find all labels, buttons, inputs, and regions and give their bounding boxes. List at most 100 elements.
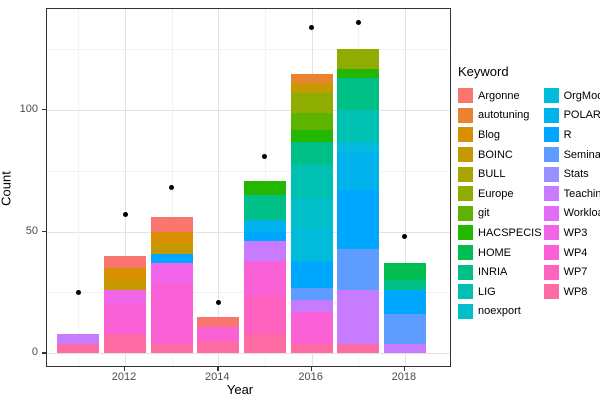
legend-label-Teaching: Teaching — [563, 187, 600, 200]
bar-segment-2015-POLARIS — [243, 219, 286, 232]
bar-segment-2018-HOME — [383, 263, 426, 281]
bar-segment-2013-WP8 — [150, 343, 193, 354]
gridline-minor-y-125 — [47, 49, 450, 51]
x-axis-title: Year — [226, 382, 254, 397]
bar-segment-2012-BOINC — [104, 280, 146, 291]
bar-2018 — [383, 263, 426, 354]
legend-item-autotuning: autotuning — [458, 106, 542, 126]
gridline-minor-x-2011 — [78, 9, 80, 366]
bar-2013 — [150, 217, 193, 354]
point-2011 — [75, 289, 81, 295]
legend-swatch-Teaching — [543, 186, 559, 202]
bar-segment-2017-POLARIS — [337, 151, 380, 191]
legend-label-autotuning: autotuning — [478, 109, 530, 122]
bar-segment-2017-R — [337, 190, 380, 249]
legend-swatch-Argonne — [458, 88, 473, 104]
legend-label-HOME: HOME — [478, 246, 511, 259]
y-tick-100 — [42, 109, 46, 111]
bar-2011 — [57, 333, 100, 354]
legend-swatch-WP3 — [543, 225, 559, 241]
bar-segment-2013-Blog — [150, 231, 193, 244]
bar-segment-2016-git — [290, 112, 333, 130]
legend-item-Workload: Workload — [543, 204, 600, 224]
bar-segment-2014-Argonne — [197, 316, 240, 327]
bar-segment-2016-OrgMode — [290, 229, 333, 261]
bar-2017 — [337, 49, 380, 354]
gridline-major-x-2018 — [404, 9, 406, 366]
x-tick-label-2018: 2018 — [391, 371, 417, 383]
gridline-major-x-2012 — [125, 9, 126, 366]
legend-swatch-BOINC — [458, 147, 473, 163]
legend-label-Workload: Workload — [563, 207, 600, 220]
legend-title: Keyword — [458, 64, 509, 79]
legend-label-Argonne: Argonne — [478, 89, 520, 102]
gridline-major-y-0 — [47, 353, 450, 355]
bar-segment-2016-R — [290, 260, 333, 288]
legend-swatch-Stats — [543, 166, 559, 182]
legend-label-R: R — [563, 128, 572, 141]
legend-label-WP7: WP7 — [563, 266, 588, 279]
legend-label-INRIA: INRIA — [478, 266, 508, 279]
legend-swatch-OrgMode — [543, 88, 559, 104]
legend-item-Stats: Stats — [543, 164, 600, 184]
x-tick-2016 — [310, 367, 312, 371]
legend-item-Teaching: Teaching — [543, 184, 600, 204]
bar-2016 — [290, 73, 333, 354]
bar-segment-2013-Argonne — [150, 217, 193, 232]
bar-segment-2016-HACSPECIS — [290, 129, 333, 142]
point-2017 — [355, 19, 361, 25]
bar-segment-2016-noexport — [290, 197, 333, 230]
bar-segment-2011-WP8 — [57, 343, 100, 354]
legend-label-Stats: Stats — [563, 168, 589, 181]
bar-segment-2016-WP8 — [290, 343, 333, 354]
bar-segment-2012-Argonne — [104, 256, 146, 269]
legend-label-noexport: noexport — [478, 305, 521, 318]
legend-item-OrgMode: OrgMode — [543, 86, 600, 106]
legend-item-WP8: WP8 — [543, 282, 600, 302]
legend-column-1: Argonne autotuning Blog BOINC BULL Europe git H… — [458, 86, 542, 321]
legend-label-LIG: LIG — [478, 285, 496, 298]
legend-item-noexport: noexport — [458, 302, 542, 322]
point-2012 — [122, 212, 128, 218]
legend-swatch-POLARIS — [543, 107, 559, 123]
legend-swatch-autotuning — [458, 107, 473, 123]
point-2016 — [309, 24, 315, 30]
legend-swatch-Blog — [458, 127, 473, 143]
legend-item-WP7: WP7 — [543, 262, 600, 282]
x-tick-2014 — [217, 367, 219, 371]
bar-2014 — [197, 316, 240, 354]
legend-swatch-HOME — [458, 245, 473, 261]
bar-segment-2017-Europe — [337, 49, 380, 69]
point-2014 — [215, 299, 221, 305]
bar-segment-2014-WP8 — [197, 341, 240, 354]
bar-segment-2017-WP8 — [337, 343, 380, 354]
bar-segment-2018-Seminar — [383, 314, 426, 344]
legend-item-HOME: HOME — [458, 243, 542, 263]
legend-item-HACSPECIS: HACSPECIS — [458, 223, 542, 243]
bar-segment-2013-WP4 — [150, 282, 193, 344]
y-axis-title: Count — [0, 171, 14, 206]
legend-label-Europe: Europe — [478, 187, 514, 200]
point-2013 — [169, 185, 175, 191]
legend-swatch-Europe — [458, 186, 473, 202]
plot-panel — [46, 8, 451, 367]
legend-item-Argonne: Argonne — [458, 86, 542, 106]
legend-item-git: git — [458, 204, 542, 224]
bar-segment-2014-WP4 — [197, 326, 240, 342]
legend-label-HACSPECIS: HACSPECIS — [478, 226, 542, 239]
y-tick-text-50: 50 — [25, 224, 38, 237]
bar-segment-2015-INRIA — [243, 195, 286, 220]
x-tick-2018 — [403, 367, 406, 371]
bar-segment-2016-autotuning — [290, 73, 333, 84]
y-tick-text-100: 100 — [19, 103, 38, 116]
bar-segment-2017-LIG — [337, 110, 380, 142]
legend-swatch-BULL — [458, 166, 473, 182]
bar-segment-2015-Teaching — [243, 241, 286, 261]
legend-columns: Argonne autotuning Blog BOINC BULL Europe git H… — [458, 86, 600, 321]
legend-column-2: OrgMode POLARIS R Seminar Stats Teaching Workl… — [543, 86, 600, 321]
legend-swatch-Workload — [543, 205, 559, 221]
legend-swatch-WP8 — [543, 284, 559, 300]
bar-segment-2015-WP8 — [243, 333, 286, 354]
legend-item-INRIA: INRIA — [458, 262, 542, 282]
legend-swatch-INRIA — [458, 264, 473, 280]
